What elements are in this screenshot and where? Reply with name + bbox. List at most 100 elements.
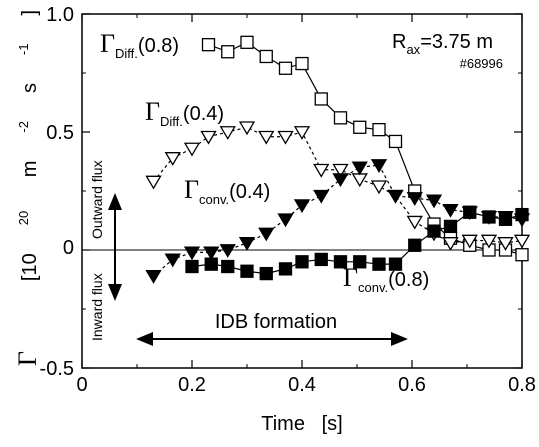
data-point bbox=[333, 255, 348, 269]
data-point bbox=[427, 224, 441, 238]
y-axis-unit-s: s bbox=[19, 83, 41, 93]
label-gamma-diff-0.4: ΓDiff.(0.4) bbox=[145, 97, 224, 129]
data-point bbox=[258, 130, 275, 145]
data-point bbox=[145, 270, 162, 284]
y-axis-unit-exp3: -1 bbox=[16, 43, 31, 55]
data-point bbox=[332, 173, 349, 188]
data-point bbox=[372, 257, 386, 271]
data-point bbox=[406, 215, 423, 230]
svg-text:ΓDiff.(0.4): ΓDiff.(0.4) bbox=[145, 97, 224, 129]
data-point bbox=[480, 234, 498, 249]
series-layer bbox=[145, 35, 531, 284]
data-point bbox=[278, 262, 293, 276]
data-point bbox=[442, 237, 459, 251]
y-axis-unit-open: [10 bbox=[19, 253, 41, 281]
y-axis-title: Γ ​ [10 20 m -2 s -1 ] bbox=[13, 0, 42, 394]
inward-flux-label: Inward flux bbox=[89, 273, 105, 341]
data-point bbox=[408, 238, 422, 252]
data-point bbox=[204, 257, 218, 271]
y-axis-unit-m: m bbox=[19, 161, 41, 183]
data-point bbox=[145, 175, 162, 190]
svg-text:Γconv.(0.8): Γconv.(0.8) bbox=[343, 263, 429, 295]
y-tick-label--0.5: -0.5 bbox=[40, 358, 74, 380]
data-point bbox=[332, 163, 349, 178]
data-point bbox=[293, 126, 311, 140]
svg-text:Γ ​ [10 20: Γ ​ [10 20 m -2 s -1 ] bbox=[13, 0, 42, 394]
data-point bbox=[277, 130, 294, 145]
data-point bbox=[201, 38, 216, 52]
data-point bbox=[388, 257, 403, 271]
data-point bbox=[295, 56, 309, 71]
data-point bbox=[425, 194, 443, 209]
data-point bbox=[295, 255, 309, 269]
data-point bbox=[238, 237, 256, 251]
y-axis-unit-close: ] bbox=[19, 10, 41, 16]
data-point bbox=[259, 266, 273, 281]
data-point bbox=[442, 203, 459, 218]
data-point bbox=[259, 49, 273, 64]
x-tick-label-0.8: 0.8 bbox=[508, 374, 536, 396]
data-point bbox=[258, 227, 275, 242]
x-tick-label-0.2: 0.2 bbox=[178, 374, 206, 396]
data-point bbox=[183, 142, 201, 157]
data-point bbox=[313, 163, 330, 178]
y-tick-label-0: 0 bbox=[63, 237, 74, 259]
series-3 bbox=[185, 205, 529, 281]
data-point bbox=[370, 180, 388, 195]
data-point bbox=[219, 126, 236, 140]
data-point bbox=[240, 264, 254, 278]
data-point bbox=[240, 35, 254, 49]
data-point bbox=[164, 253, 181, 268]
y-tick-label-1.0: 1.0 bbox=[46, 4, 74, 26]
outward-flux-label: Outward flux bbox=[89, 160, 105, 239]
y-axis-symbol: Γ bbox=[13, 351, 42, 366]
data-point bbox=[388, 134, 403, 149]
data-point bbox=[277, 213, 294, 228]
y-axis-unit-exp2: -2 bbox=[16, 121, 31, 133]
data-point bbox=[482, 210, 496, 224]
data-point bbox=[314, 92, 328, 106]
data-point bbox=[513, 234, 531, 249]
data-point bbox=[461, 234, 478, 249]
series-1 bbox=[145, 121, 531, 251]
idb-formation-label: IDB formation bbox=[215, 311, 337, 333]
label-gamma-diff-0.8: ΓDiff.(0.8) bbox=[100, 29, 179, 61]
data-point bbox=[370, 159, 388, 173]
data-point bbox=[497, 237, 514, 251]
x-tick-label-0: 0 bbox=[76, 374, 87, 396]
x-tick-label-0.6: 0.6 bbox=[398, 374, 426, 396]
flux-direction-arrow bbox=[108, 193, 122, 301]
rax-annotation: Rax=3.75 m bbox=[392, 31, 493, 57]
data-point bbox=[515, 207, 529, 222]
data-point bbox=[515, 248, 529, 262]
data-point bbox=[219, 244, 236, 258]
data-point bbox=[200, 130, 217, 145]
data-point bbox=[333, 111, 348, 125]
data-point bbox=[353, 120, 367, 134]
y-tick-label-0.5: 0.5 bbox=[46, 122, 74, 144]
data-point bbox=[203, 246, 220, 261]
data-point bbox=[498, 212, 513, 226]
data-point bbox=[238, 121, 256, 136]
series-line bbox=[153, 126, 523, 244]
data-point bbox=[313, 189, 330, 204]
svg-text:Γconv.(0.4): Γconv.(0.4) bbox=[184, 175, 270, 207]
data-point bbox=[406, 192, 423, 207]
data-point bbox=[221, 259, 235, 274]
data-point bbox=[221, 45, 235, 59]
y-axis-unit-exp: 20 bbox=[16, 211, 31, 225]
x-tick-label-0.4: 0.4 bbox=[288, 374, 316, 396]
data-point bbox=[387, 189, 404, 204]
data-point bbox=[314, 252, 328, 267]
data-point bbox=[185, 259, 199, 274]
data-point bbox=[278, 61, 293, 75]
data-point bbox=[351, 173, 368, 188]
data-point bbox=[351, 161, 368, 176]
axis-ticks bbox=[81, 13, 523, 369]
data-point bbox=[372, 122, 386, 137]
data-point bbox=[443, 219, 458, 234]
data-point bbox=[463, 205, 477, 219]
label-gamma-conv-0.4: Γconv.(0.4) bbox=[184, 175, 270, 207]
data-point bbox=[353, 255, 367, 269]
